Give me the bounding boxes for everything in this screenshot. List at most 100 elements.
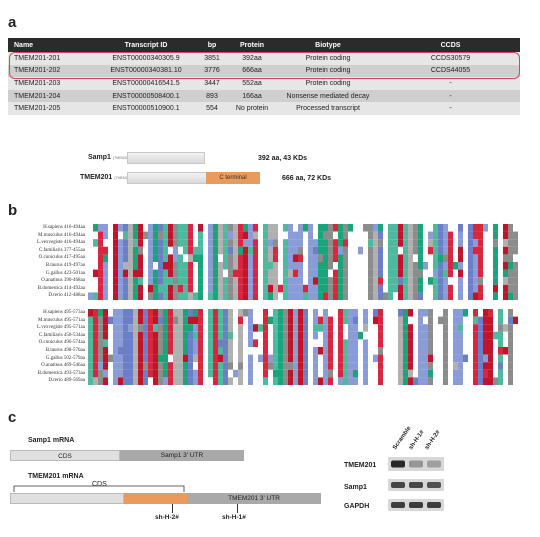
residue-cell <box>318 347 323 355</box>
residue-cell <box>373 254 378 262</box>
residue-cell <box>343 331 348 340</box>
residue-cell <box>173 246 178 255</box>
panel-b-label: b <box>8 202 18 219</box>
residue-cell <box>98 224 103 232</box>
residue-cell <box>118 292 123 300</box>
residue-cell <box>228 284 233 293</box>
residue-cell <box>208 309 213 317</box>
residue-cell <box>198 262 203 270</box>
residue-cell <box>328 369 333 378</box>
residue-cell <box>358 309 363 317</box>
residue-cell <box>138 324 143 332</box>
residue-cell <box>428 284 433 293</box>
residue-cell <box>483 377 488 385</box>
tmem201-info: 666 aa, 72 KDs <box>282 175 332 182</box>
residue-cell <box>358 254 363 262</box>
residue-cell <box>348 277 353 285</box>
residue-cell <box>423 316 428 325</box>
col-name: Name <box>8 38 97 52</box>
residue-cell <box>263 277 268 285</box>
residue-cell <box>98 354 103 363</box>
residue-cell <box>208 262 213 270</box>
residue-cell <box>223 377 228 385</box>
residue-cell <box>158 347 163 355</box>
residue-cell <box>128 231 133 240</box>
residue-cell <box>403 309 408 317</box>
residue-cell <box>428 224 433 232</box>
residue-cell <box>343 324 348 332</box>
residue-cell <box>403 269 408 278</box>
residue-cell <box>113 231 118 240</box>
residue-cell <box>183 239 188 247</box>
residue-cell <box>453 339 458 347</box>
residue-cell <box>128 377 133 385</box>
residue-cell <box>248 331 253 340</box>
residue-cell <box>248 324 253 332</box>
residue-cell <box>133 331 138 340</box>
residue-cell <box>238 292 243 300</box>
residue-cell <box>428 254 433 262</box>
tmem201-cds <box>10 493 124 504</box>
residue-cell <box>393 254 398 262</box>
residue-cell <box>488 246 493 255</box>
residue-cell <box>168 284 173 293</box>
residue-cell <box>413 254 418 262</box>
residue-cell <box>443 339 448 347</box>
residue-cell <box>178 309 183 317</box>
residue-cell <box>238 377 243 385</box>
residue-cell <box>483 231 488 240</box>
residue-cell <box>503 269 508 278</box>
residue-cell <box>158 269 163 278</box>
residue-cell <box>133 354 138 363</box>
residue-cell <box>168 354 173 363</box>
residue-cell <box>143 354 148 363</box>
residue-cell <box>143 277 148 285</box>
residue-cell <box>333 347 338 355</box>
residue-cell <box>298 377 303 385</box>
residue-cell <box>458 269 463 278</box>
residue-cell <box>88 254 93 262</box>
residue-cell <box>188 254 193 262</box>
residue-cell <box>508 362 513 370</box>
residue-cell <box>393 347 398 355</box>
residue-cell <box>118 369 123 378</box>
residue-cell <box>223 269 228 278</box>
residue-cell <box>183 369 188 378</box>
residue-cell <box>448 339 453 347</box>
residue-cell <box>128 246 133 255</box>
residue-cell <box>328 377 333 385</box>
residue-cell <box>343 239 348 247</box>
residue-cell <box>383 309 388 317</box>
residue-cell <box>138 347 143 355</box>
residue-cell <box>248 284 253 293</box>
residue-cell <box>413 324 418 332</box>
residue-cell <box>463 239 468 247</box>
residue-cell <box>463 269 468 278</box>
residue-cell <box>373 239 378 247</box>
residue-cell <box>393 331 398 340</box>
residue-cell <box>223 239 228 247</box>
residue-cell <box>348 284 353 293</box>
residue-cell <box>503 246 508 255</box>
residue-cell <box>183 316 188 325</box>
residue-cell <box>383 254 388 262</box>
residue-cell <box>163 246 168 255</box>
residue-cell <box>448 224 453 232</box>
residue-cell <box>208 224 213 232</box>
residue-cell <box>258 239 263 247</box>
residue-cell <box>313 331 318 340</box>
residue-cell <box>493 324 498 332</box>
residue-cell <box>373 339 378 347</box>
residue-cell <box>328 309 333 317</box>
residue-cell <box>98 369 103 378</box>
residue-cell <box>378 239 383 247</box>
residue-cell <box>468 324 473 332</box>
residue-cell <box>88 231 93 240</box>
residue-cell <box>118 309 123 317</box>
residue-cell <box>213 347 218 355</box>
residue-cell <box>123 269 128 278</box>
residue-cell <box>438 316 443 325</box>
residue-cell <box>353 284 358 293</box>
residue-cell <box>513 339 518 347</box>
residue-cell <box>148 262 153 270</box>
